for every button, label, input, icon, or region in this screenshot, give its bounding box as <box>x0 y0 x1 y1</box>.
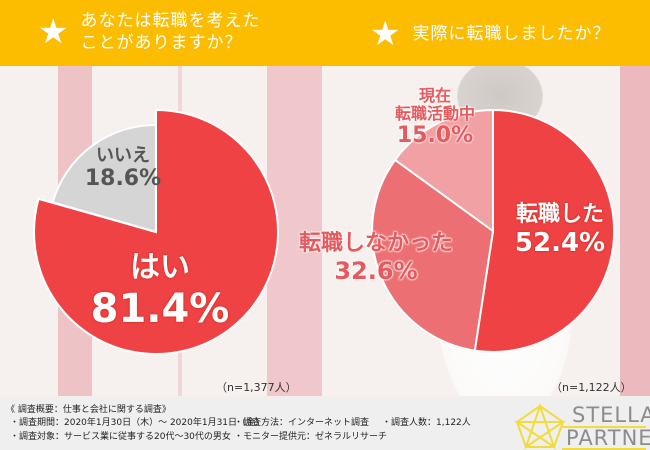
pie-slice-searching <box>393 108 494 233</box>
label-not-changed-text: 転職しなかった <box>298 231 453 256</box>
survey-target: ・調査対象：サービス業に従事する20代～30代の男女 <box>10 432 231 442</box>
label-no: いいえ 18.6% <box>78 147 168 190</box>
pie-slice-changed <box>473 108 616 353</box>
label-searching: 現在 転職活動中 15.0% <box>380 88 490 147</box>
question-2-text: 実際に転職しましたか？ <box>412 24 611 44</box>
label-not-changed-value: 32.6% <box>334 257 418 285</box>
question-2: ★ 実際に転職しましたか？ <box>370 17 610 51</box>
star-icon: ★ <box>38 12 69 52</box>
survey-method: ・調査方法：インターネット調査 <box>234 418 370 428</box>
stellar-star-logo-icon <box>514 403 566 449</box>
label-no-value: 18.6% <box>84 166 162 191</box>
survey-period: ・調査期間：2020年1月30日（木）～ 2020年1月31日（金） <box>10 418 265 428</box>
survey-title: 《 調査概要：仕事と会社に関する調査》 <box>6 405 171 415</box>
logo-partner: PARTNER <box>566 426 650 450</box>
question-1-line2: ことがありますか？ <box>80 33 243 53</box>
label-yes-value: 81.4% <box>90 286 230 332</box>
label-searching-line1: 現在 <box>418 86 451 105</box>
label-changed: 転職した 52.4% <box>505 202 615 258</box>
star-icon: ★ <box>370 14 401 54</box>
label-searching-line2: 転職活動中 <box>394 104 475 123</box>
label-searching-value: 15.0% <box>396 123 474 148</box>
logo-stellar: STELLAR <box>572 403 650 427</box>
label-yes-text: はい <box>130 250 190 285</box>
survey-footer: 《 調査概要：仕事と会社に関する調査》 ・調査期間：2020年1月30日（木）～… <box>0 397 650 450</box>
label-yes: はい 81.4% <box>80 250 240 332</box>
header-bar: ★ あなたは転職を考えた ことがありますか？ ★ 実際に転職しましたか？ <box>0 0 650 66</box>
label-not-changed: 転職しなかった 32.6% <box>276 231 476 285</box>
survey-provider: ・モニター提供元：ゼネラルリサーチ <box>234 432 388 442</box>
logo-underline-2 <box>562 448 646 450</box>
pie-slice-no <box>51 123 157 234</box>
label-no-text: いいえ <box>96 145 150 166</box>
label-changed-value: 52.4% <box>514 228 606 258</box>
sample-size-right: （n=1,122人） <box>551 381 632 394</box>
question-1-text: あなたは転職を考えた ことがありますか？ <box>80 10 260 54</box>
question-1-line1: あなたは転職を考えた <box>80 11 261 31</box>
label-changed-text: 転職した <box>515 202 604 227</box>
sample-size-left: （n=1,377人） <box>216 381 297 394</box>
pie-slice-not-changed <box>371 158 495 352</box>
logo-underline-1 <box>562 426 646 428</box>
question-1: ★ あなたは転職を考えた ことがありますか？ <box>38 10 260 54</box>
survey-count: ・調査人数：1,122人 <box>382 418 471 428</box>
